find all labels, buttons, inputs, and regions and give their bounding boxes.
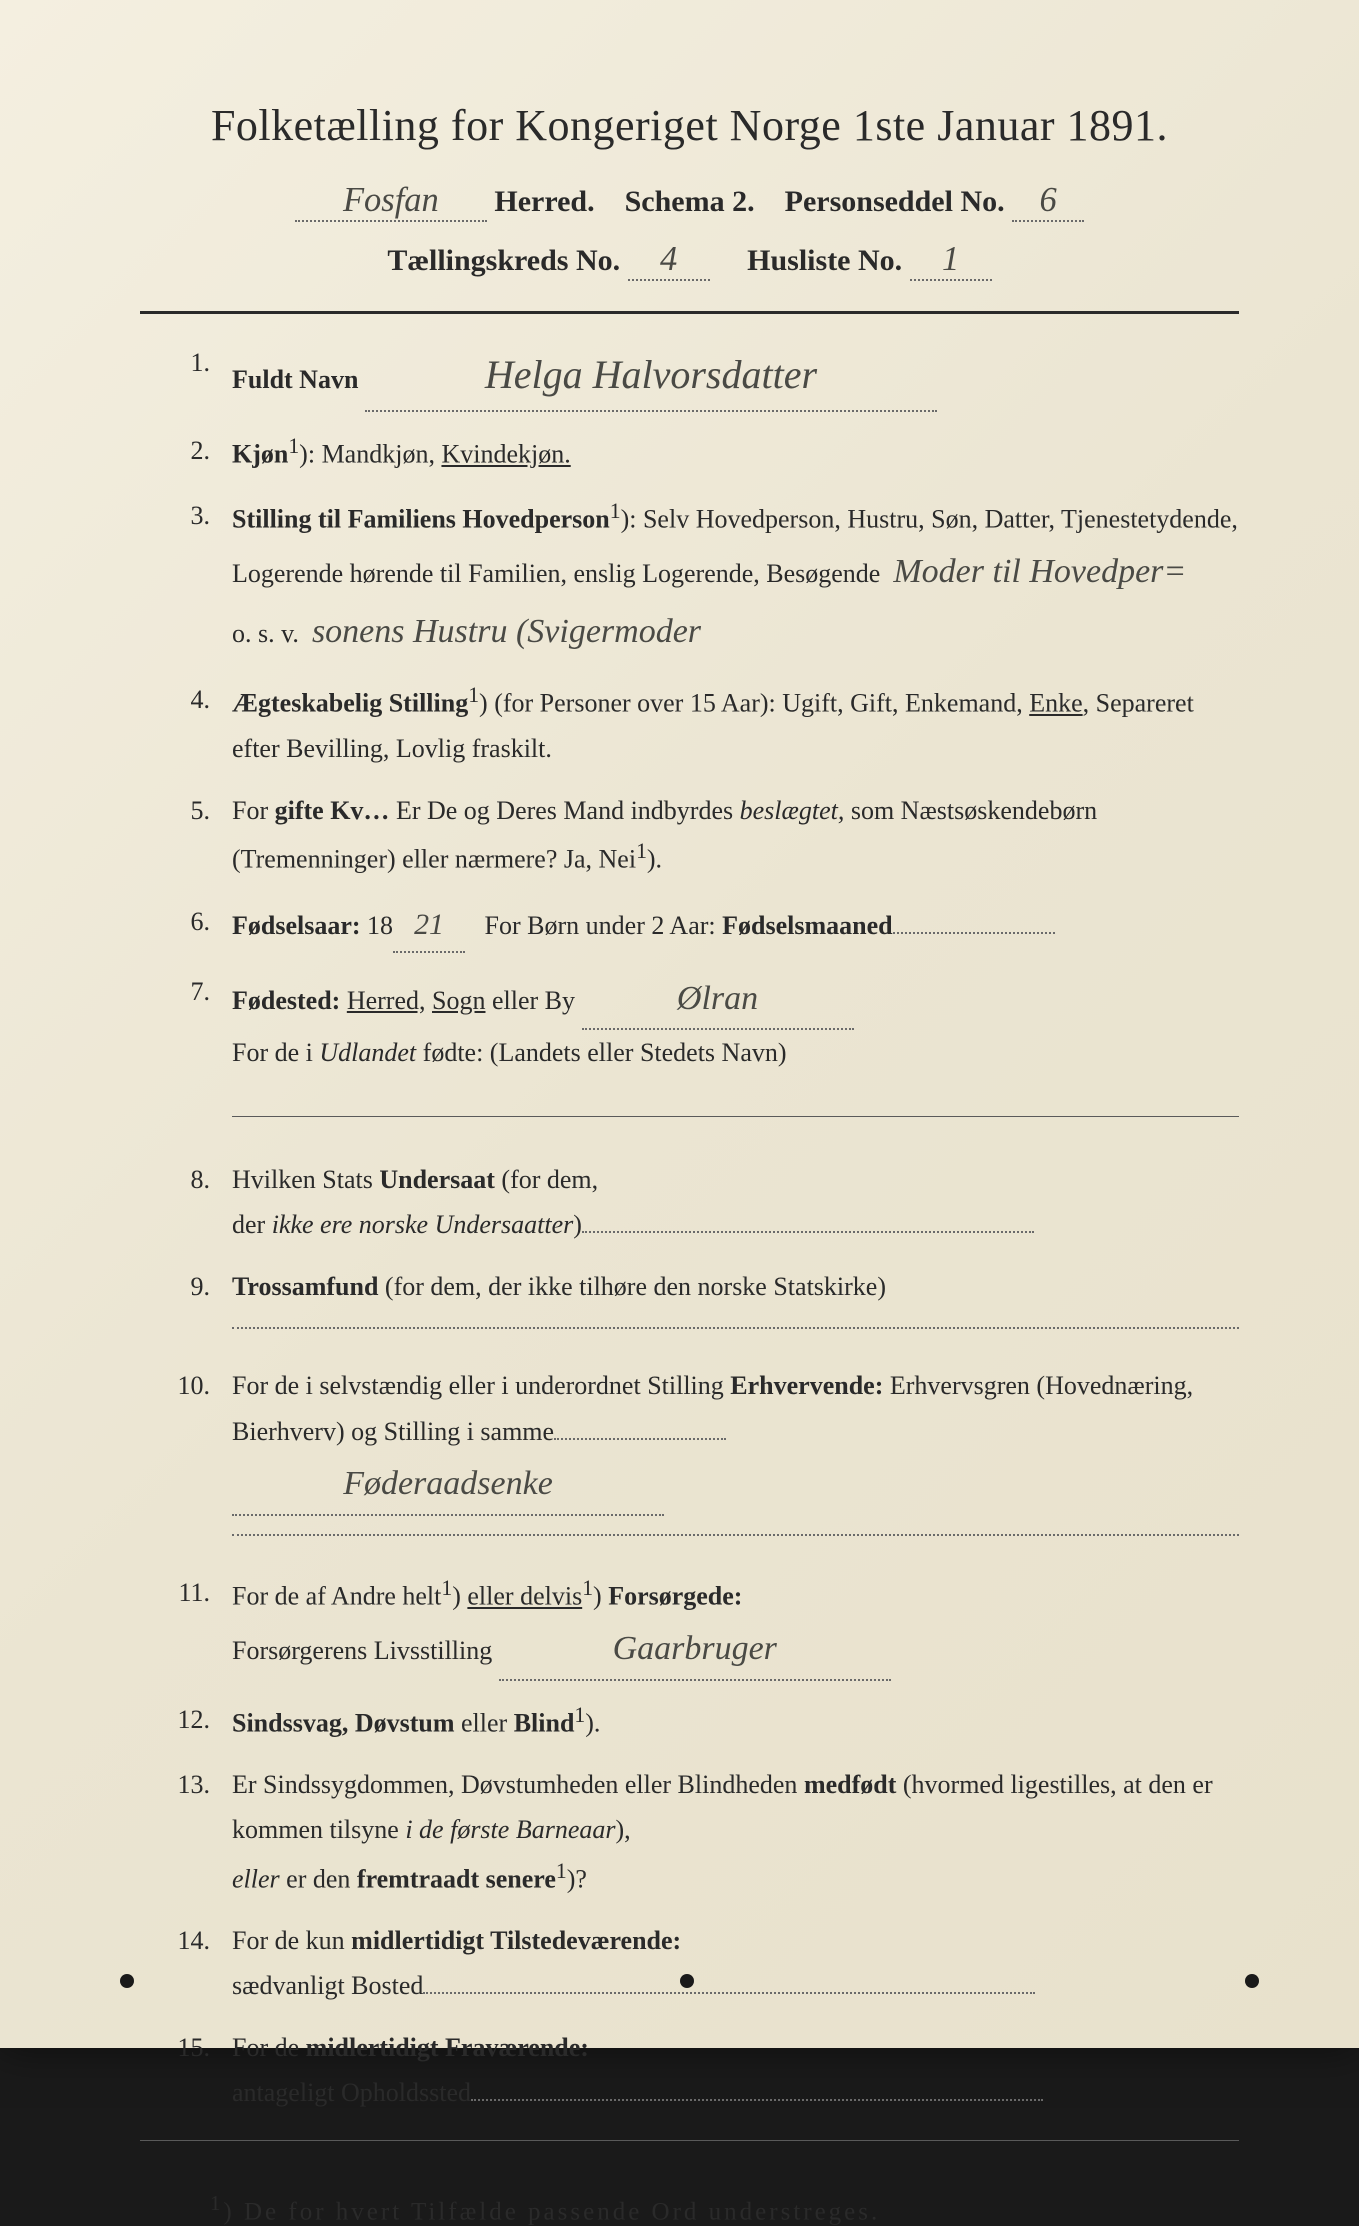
item-number: 10. xyxy=(140,1363,232,1554)
item-14: 14. For de kun midlertidigt Tilstedevære… xyxy=(140,1918,1239,2009)
document-page: Folketælling for Kongeriget Norge 1ste J… xyxy=(0,0,1359,2048)
whereabouts-value xyxy=(471,2099,1043,2101)
item-3: 3. Stilling til Familiens Hovedperson1):… xyxy=(140,493,1239,661)
name-value: Helga Halvorsdatter xyxy=(365,340,937,412)
item-8: 8. Hvilken Stats Undersaat (for dem, der… xyxy=(140,1157,1239,1248)
item-number: 4. xyxy=(140,677,232,772)
page-title: Folketælling for Kongeriget Norge 1ste J… xyxy=(140,100,1239,151)
item-9: 9. Trossamfund (for dem, der ikke tilhør… xyxy=(140,1264,1239,1348)
residence-value xyxy=(423,1992,1035,1994)
item-number: 14. xyxy=(140,1918,232,2009)
marital-selected: Enke xyxy=(1029,689,1082,718)
ink-blot xyxy=(1245,1974,1259,1988)
birth-year: 21 xyxy=(393,899,465,953)
item-13: 13. Er Sindssygdommen, Døvstumheden elle… xyxy=(140,1762,1239,1902)
schema-label: Schema 2. xyxy=(625,185,755,218)
item-number: 15. xyxy=(140,2025,232,2116)
item-number: 8. xyxy=(140,1157,232,1248)
sex-selected: Kvindekjøn. xyxy=(441,440,570,469)
sex-options: Mandkjøn, xyxy=(322,440,442,469)
birthplace-value: Ølran xyxy=(582,969,854,1031)
item-number: 13. xyxy=(140,1762,232,1902)
item-10: 10. For de i selvstændig eller i underor… xyxy=(140,1363,1239,1554)
item-6: 6. Fødselsaar: 1821 For Børn under 2 Aar… xyxy=(140,899,1239,953)
item-number: 12. xyxy=(140,1697,232,1746)
herred-value: Fosfan xyxy=(295,181,487,222)
item-4: 4. Ægteskabelig Stilling1) (for Personer… xyxy=(140,677,1239,772)
item-number: 6. xyxy=(140,899,232,953)
divider-bottom xyxy=(140,2140,1239,2141)
kreds-label: Tællingskreds No. xyxy=(387,244,620,277)
item-7: 7. Fødested: Herred, Sogn eller By Ølran… xyxy=(140,969,1239,1076)
label-2: Kjøn xyxy=(232,440,288,469)
personseddel-value: 6 xyxy=(1012,181,1084,222)
hand-3a: Moder til Hovedper= xyxy=(893,553,1186,590)
item-number: 11. xyxy=(140,1570,232,1681)
label-3: Stilling til Familiens Hovedperson xyxy=(232,505,610,534)
divider-row xyxy=(140,1092,1239,1141)
kreds-value: 4 xyxy=(628,240,710,281)
label-7: Fødested: xyxy=(232,986,340,1015)
personseddel-label: Personseddel No. xyxy=(785,185,1005,218)
item-number: 9. xyxy=(140,1264,232,1348)
hand-3b: sonens Hustru (Svigermoder xyxy=(312,613,701,650)
ink-blot xyxy=(680,1974,694,1988)
item-11: 11. For de af Andre helt1) eller delvis1… xyxy=(140,1570,1239,1681)
husliste-value: 1 xyxy=(910,240,992,281)
provider-value: Gaarbruger xyxy=(499,1619,891,1681)
item-12: 12. Sindssvag, Døvstum eller Blind1). xyxy=(140,1697,1239,1746)
herred-label: Herred. xyxy=(494,185,594,218)
label-9: Trossamfund xyxy=(232,1272,378,1301)
footnote: 1) De for hvert Tilfælde passende Ord un… xyxy=(140,2191,1239,2226)
ink-blot xyxy=(120,1974,134,1988)
header-line-2: Fosfan Herred. Schema 2. Personseddel No… xyxy=(140,181,1239,222)
item-number: 5. xyxy=(140,788,232,883)
header-line-3: Tællingskreds No. 4 Husliste No. 1 xyxy=(140,240,1239,281)
occupation-value: Føderaadsenke xyxy=(232,1454,664,1516)
item-number: 2. xyxy=(140,428,232,477)
husliste-label: Husliste No. xyxy=(747,244,902,277)
item-number: 3. xyxy=(140,493,232,661)
item-15: 15. For de midlertidigt Fraværende: anta… xyxy=(140,2025,1239,2116)
citizenship-value xyxy=(582,1231,1034,1233)
item-2: 2. Kjøn1): Mandkjøn, Kvindekjøn. xyxy=(140,428,1239,477)
label-4: Ægteskabelig Stilling xyxy=(232,689,468,718)
label-1: Fuldt Navn xyxy=(232,365,358,394)
divider-top xyxy=(140,311,1239,314)
item-number: 1. xyxy=(140,340,232,412)
form-items: 1. Fuldt Navn Helga Halvorsdatter 2. Kjø… xyxy=(140,340,1239,2116)
item-5: 5. For gifte Kv… Er De og Deres Mand ind… xyxy=(140,788,1239,883)
dotted-line xyxy=(232,1327,1239,1329)
birth-month xyxy=(893,932,1055,934)
divider xyxy=(232,1116,1239,1117)
dotted-line xyxy=(232,1534,1239,1536)
osv: o. s. v. xyxy=(232,619,299,648)
item-number: 7. xyxy=(140,969,232,1076)
item-1: 1. Fuldt Navn Helga Halvorsdatter xyxy=(140,340,1239,412)
label-6: Fødselsaar: xyxy=(232,911,361,940)
